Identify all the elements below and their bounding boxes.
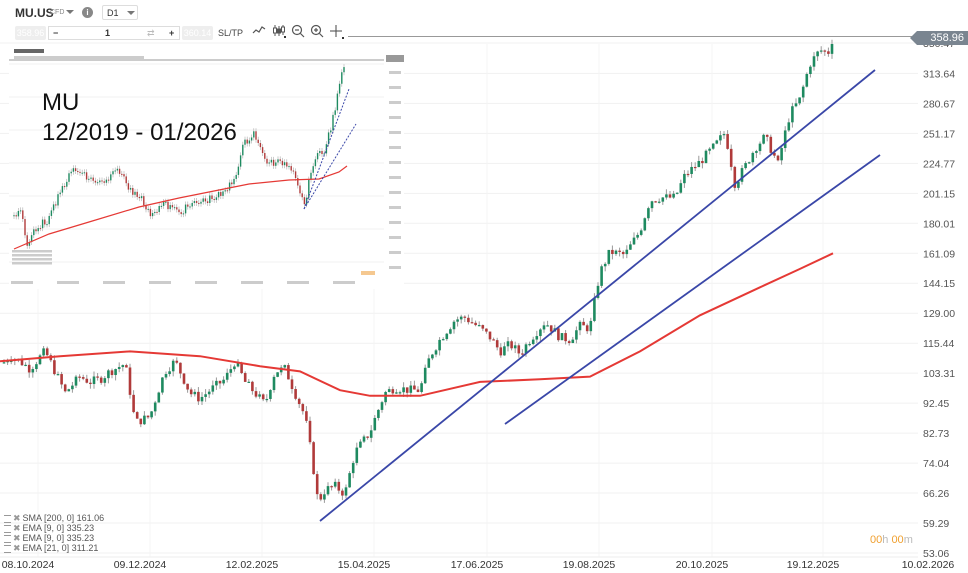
remove-icon[interactable]: ✖ [13, 523, 21, 533]
legend-item-ema9[interactable]: ✖ EMA [9, 0] 335.23 [4, 523, 104, 533]
quantity-input[interactable]: 1 [105, 28, 111, 38]
current-price-tag: 358.96 [910, 31, 968, 45]
settings-icon[interactable] [4, 514, 11, 523]
info-icon[interactable]: i [82, 7, 93, 18]
legend-item-ema9-2[interactable]: ✖ EMA [9, 0] 335.23 [4, 533, 104, 543]
x-tick-label: 19.12.2025 [787, 559, 840, 571]
y-tick-label: 161.09 [923, 248, 955, 260]
candles [2, 39, 834, 503]
x-tick-label: 19.08.2025 [563, 559, 616, 571]
decrement-button[interactable]: − [53, 28, 59, 38]
x-tick-label: 15.04.2025 [338, 559, 391, 571]
y-tick-label: 280.67 [923, 98, 955, 110]
swap-icon[interactable]: ⇄ [147, 28, 155, 38]
y-tick-label: 201.15 [923, 188, 955, 200]
candle-countdown: 00h 00m [870, 534, 913, 546]
buy-price-button[interactable]: 360.14 [182, 26, 213, 40]
settings-icon[interactable] [4, 544, 11, 553]
x-axis: 08.10.2024 09.12.2024 12.02.2025 15.04.2025… [2, 559, 955, 571]
increment-button[interactable]: + [169, 28, 175, 38]
y-tick-label: 144.15 [923, 278, 955, 290]
x-tick-label: 09.12.2024 [114, 559, 167, 571]
y-tick-label: 180.01 [923, 218, 955, 230]
current-price-line [348, 36, 918, 37]
zoom-out-icon[interactable] [291, 24, 305, 41]
timeframe-select[interactable]: D1 [102, 5, 138, 20]
x-tick-label: 08.10.2024 [2, 559, 55, 571]
line-chart-icon[interactable] [252, 24, 266, 39]
y-tick-label: 251.17 [923, 128, 955, 140]
sltp-button[interactable]: SL/TP [218, 28, 244, 38]
overlay-title: MU 12/2019 - 01/2026 [42, 88, 237, 148]
indicator-legend: ✖ SMA [200, 0] 161.06 ✖ EMA [9, 0] 335.23 … [4, 513, 104, 553]
remove-icon[interactable]: ✖ [13, 513, 21, 523]
y-tick-label: 103.31 [923, 368, 955, 380]
trendline [504, 154, 881, 425]
settings-icon[interactable] [4, 524, 11, 533]
inset-chart-svg [9, 49, 404, 284]
x-tick-label: 10.02.2026 [902, 559, 955, 571]
legend-item-sma200[interactable]: ✖ SMA [200, 0] 161.06 [4, 513, 104, 523]
candlestick-icon[interactable] [272, 24, 286, 41]
y-tick-label: 66.26 [923, 488, 949, 500]
y-tick-label: 74.04 [923, 458, 949, 470]
chevron-down-icon [127, 11, 135, 15]
symbol-label[interactable]: MU.US [15, 6, 54, 20]
chart-toolbar: MU.US CFD i D1 358.96 − 1 ⇄ + 360.14 SL/… [0, 0, 968, 44]
overlay-title-symbol: MU [42, 89, 80, 116]
y-tick-label: 59.29 [923, 518, 949, 530]
instrument-type-label: CFD [50, 9, 65, 16]
y-tick-label: 129.00 [923, 308, 955, 320]
y-tick-label: 115.44 [923, 338, 954, 350]
legend-item-ema21[interactable]: ✖ EMA [21, 0] 311.21 [4, 543, 104, 553]
x-tick-label: 20.10.2025 [676, 559, 729, 571]
remove-icon[interactable]: ✖ [13, 533, 21, 543]
settings-icon[interactable] [4, 534, 11, 543]
timeframe-value: D1 [107, 8, 119, 18]
remove-icon[interactable]: ✖ [13, 543, 21, 553]
sma-200-line [0, 252, 834, 397]
y-tick-label: 224.77 [923, 158, 955, 170]
y-axis: 350.47313.64280.67251.17224.77201.15180.… [923, 38, 955, 560]
symbol-dropdown-chevron-icon[interactable] [66, 10, 74, 14]
x-tick-label: 17.06.2025 [451, 559, 504, 571]
inset-long-term-chart [9, 44, 404, 289]
crosshair-icon[interactable] [329, 24, 345, 43]
y-tick-label: 313.64 [923, 68, 955, 80]
trendlines [319, 69, 881, 522]
y-tick-label: 53.06 [923, 548, 949, 560]
x-tick-label: 12.02.2025 [226, 559, 279, 571]
y-tick-label: 92.45 [923, 398, 949, 410]
quantity-stepper[interactable]: − 1 ⇄ + [48, 26, 180, 40]
overlay-title-range: 12/2019 - 01/2026 [42, 119, 237, 146]
zoom-in-icon[interactable] [310, 24, 324, 41]
trendline [319, 69, 876, 522]
y-tick-label: 82.73 [923, 428, 949, 440]
sell-price-button[interactable]: 358.96 [15, 26, 46, 40]
